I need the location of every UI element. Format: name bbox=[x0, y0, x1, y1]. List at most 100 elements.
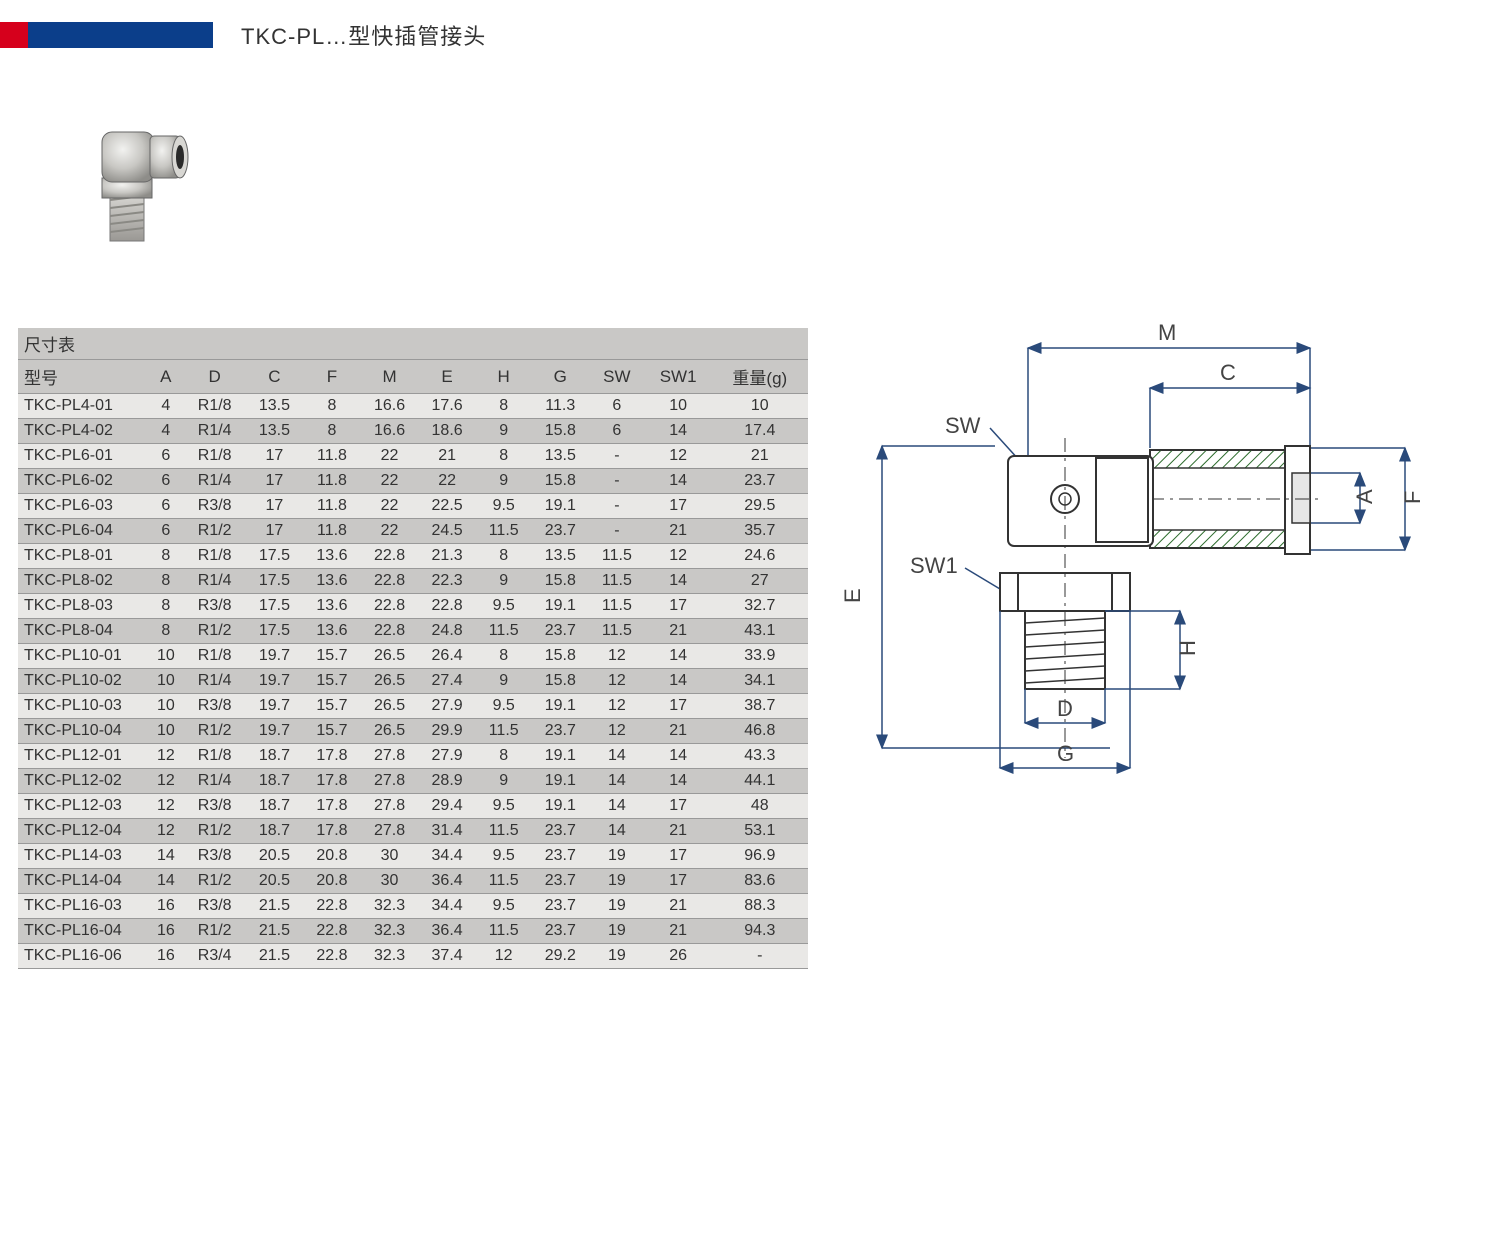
value-cell: 34.4 bbox=[418, 894, 476, 919]
column-header: E bbox=[418, 360, 476, 394]
table-row: TKC-PL8-028R1/417.513.622.822.3915.811.5… bbox=[18, 569, 808, 594]
value-cell: 6 bbox=[589, 419, 645, 444]
model-cell: TKC-PL12-01 bbox=[18, 744, 148, 769]
column-header: 型号 bbox=[18, 360, 148, 394]
value-cell: 19.7 bbox=[246, 669, 304, 694]
value-cell: 21 bbox=[645, 619, 712, 644]
header-accent-blue bbox=[28, 22, 213, 48]
value-cell: 8 bbox=[476, 394, 532, 419]
value-cell: 26.5 bbox=[361, 669, 419, 694]
value-cell: 6 bbox=[148, 444, 184, 469]
value-cell: 29.2 bbox=[532, 944, 590, 969]
value-cell: 17 bbox=[246, 444, 304, 469]
value-cell: 11.8 bbox=[303, 444, 361, 469]
value-cell: 12 bbox=[148, 819, 184, 844]
table-row: TKC-PL10-0410R1/219.715.726.529.911.523.… bbox=[18, 719, 808, 744]
value-cell: 8 bbox=[148, 594, 184, 619]
value-cell: 14 bbox=[589, 819, 645, 844]
value-cell: 10 bbox=[645, 394, 712, 419]
value-cell: 13.6 bbox=[303, 544, 361, 569]
value-cell: 8 bbox=[476, 544, 532, 569]
content-row: 尺寸表型号ADCFMEHGSWSW1重量(g)TKC-PL4-014R1/813… bbox=[0, 48, 1510, 969]
value-cell: 11.5 bbox=[589, 594, 645, 619]
model-cell: TKC-PL4-02 bbox=[18, 419, 148, 444]
value-cell: 9 bbox=[476, 469, 532, 494]
model-cell: TKC-PL12-03 bbox=[18, 794, 148, 819]
value-cell: 12 bbox=[476, 944, 532, 969]
table-row: TKC-PL4-024R1/413.5816.618.6915.861417.4 bbox=[18, 419, 808, 444]
dim-label-SW: SW bbox=[945, 413, 981, 438]
value-cell: 21 bbox=[645, 919, 712, 944]
value-cell: 19.1 bbox=[532, 769, 590, 794]
value-cell: 26.5 bbox=[361, 694, 419, 719]
value-cell: 15.7 bbox=[303, 644, 361, 669]
value-cell: 9.5 bbox=[476, 494, 532, 519]
value-cell: 22.8 bbox=[303, 944, 361, 969]
value-cell: 26 bbox=[645, 944, 712, 969]
value-cell: 24.5 bbox=[418, 519, 476, 544]
value-cell: 19.1 bbox=[532, 494, 590, 519]
dimension-diagram: E M C SW SW1 bbox=[840, 318, 1460, 818]
value-cell: 20.8 bbox=[303, 869, 361, 894]
table-row: TKC-PL6-016R1/81711.82221813.5-1221 bbox=[18, 444, 808, 469]
value-cell: R1/8 bbox=[184, 444, 246, 469]
value-cell: 11.8 bbox=[303, 519, 361, 544]
value-cell: 23.7 bbox=[532, 519, 590, 544]
table-row: TKC-PL12-0312R3/818.717.827.829.49.519.1… bbox=[18, 794, 808, 819]
value-cell: 19.1 bbox=[532, 794, 590, 819]
value-cell: 23.7 bbox=[712, 469, 808, 494]
value-cell: 14 bbox=[589, 794, 645, 819]
product-photo bbox=[58, 98, 208, 258]
value-cell: 9.5 bbox=[476, 594, 532, 619]
value-cell: 26.5 bbox=[361, 719, 419, 744]
value-cell: 4 bbox=[148, 394, 184, 419]
value-cell: 22.8 bbox=[303, 919, 361, 944]
value-cell: 22 bbox=[361, 444, 419, 469]
model-cell: TKC-PL14-03 bbox=[18, 844, 148, 869]
value-cell: 19 bbox=[589, 919, 645, 944]
value-cell: 6 bbox=[148, 519, 184, 544]
value-cell: 11.8 bbox=[303, 494, 361, 519]
value-cell: 17 bbox=[645, 694, 712, 719]
value-cell: 16.6 bbox=[361, 419, 419, 444]
value-cell: 18.7 bbox=[246, 744, 304, 769]
value-cell: 27.8 bbox=[361, 794, 419, 819]
value-cell: 14 bbox=[589, 769, 645, 794]
value-cell: 15.7 bbox=[303, 694, 361, 719]
value-cell: 15.8 bbox=[532, 669, 590, 694]
value-cell: 21.5 bbox=[246, 944, 304, 969]
model-cell: TKC-PL6-03 bbox=[18, 494, 148, 519]
value-cell: 17 bbox=[645, 844, 712, 869]
table-row: TKC-PL10-0210R1/419.715.726.527.4915.812… bbox=[18, 669, 808, 694]
value-cell: 14 bbox=[148, 869, 184, 894]
value-cell: 22.8 bbox=[361, 544, 419, 569]
value-cell: 4 bbox=[148, 419, 184, 444]
value-cell: 15.7 bbox=[303, 669, 361, 694]
value-cell: 34.4 bbox=[418, 844, 476, 869]
value-cell: 8 bbox=[476, 444, 532, 469]
value-cell: 14 bbox=[645, 669, 712, 694]
model-cell: TKC-PL8-02 bbox=[18, 569, 148, 594]
value-cell: 14 bbox=[645, 644, 712, 669]
model-cell: TKC-PL16-03 bbox=[18, 894, 148, 919]
value-cell: 18.7 bbox=[246, 819, 304, 844]
value-cell: 13.5 bbox=[532, 444, 590, 469]
value-cell: R1/4 bbox=[184, 769, 246, 794]
table-row: TKC-PL16-0416R1/221.522.832.336.411.523.… bbox=[18, 919, 808, 944]
value-cell: 17 bbox=[246, 494, 304, 519]
value-cell: 24.6 bbox=[712, 544, 808, 569]
value-cell: R3/8 bbox=[184, 894, 246, 919]
value-cell: 17.5 bbox=[246, 569, 304, 594]
value-cell: - bbox=[589, 519, 645, 544]
model-cell: TKC-PL14-04 bbox=[18, 869, 148, 894]
value-cell: 30 bbox=[361, 869, 419, 894]
value-cell: 17 bbox=[645, 594, 712, 619]
value-cell: R3/8 bbox=[184, 494, 246, 519]
value-cell: 21 bbox=[418, 444, 476, 469]
value-cell: 14 bbox=[645, 569, 712, 594]
column-header: M bbox=[361, 360, 419, 394]
value-cell: 10 bbox=[148, 669, 184, 694]
value-cell: 88.3 bbox=[712, 894, 808, 919]
value-cell: 13.5 bbox=[246, 419, 304, 444]
value-cell: 44.1 bbox=[712, 769, 808, 794]
